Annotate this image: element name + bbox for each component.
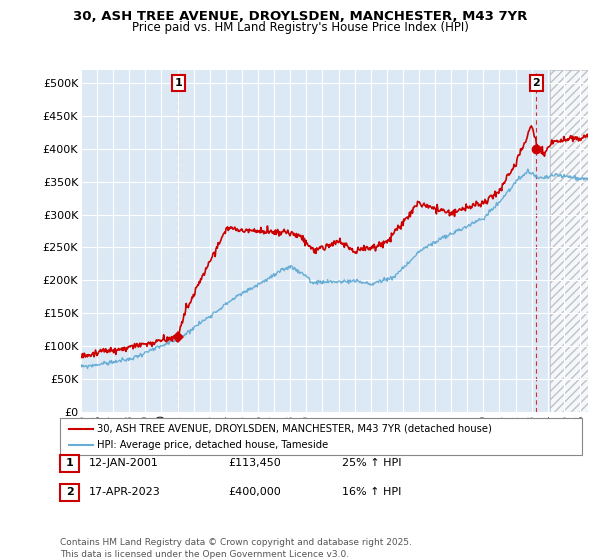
Text: 1: 1 xyxy=(66,458,73,468)
Bar xyxy=(550,70,600,412)
Text: Price paid vs. HM Land Registry's House Price Index (HPI): Price paid vs. HM Land Registry's House … xyxy=(131,21,469,34)
Text: £400,000: £400,000 xyxy=(228,487,281,497)
Text: Contains HM Land Registry data © Crown copyright and database right 2025.
This d: Contains HM Land Registry data © Crown c… xyxy=(60,538,412,559)
Text: 17-APR-2023: 17-APR-2023 xyxy=(89,487,161,497)
Text: 30, ASH TREE AVENUE, DROYLSDEN, MANCHESTER, M43 7YR: 30, ASH TREE AVENUE, DROYLSDEN, MANCHEST… xyxy=(73,10,527,23)
Text: 12-JAN-2001: 12-JAN-2001 xyxy=(89,458,158,468)
Text: 2: 2 xyxy=(532,78,540,88)
Text: £113,450: £113,450 xyxy=(228,458,281,468)
Text: 2: 2 xyxy=(66,487,73,497)
Text: 25% ↑ HPI: 25% ↑ HPI xyxy=(342,458,401,468)
Text: 16% ↑ HPI: 16% ↑ HPI xyxy=(342,487,401,497)
Text: HPI: Average price, detached house, Tameside: HPI: Average price, detached house, Tame… xyxy=(97,440,328,450)
Text: 1: 1 xyxy=(175,78,182,88)
Text: 30, ASH TREE AVENUE, DROYLSDEN, MANCHESTER, M43 7YR (detached house): 30, ASH TREE AVENUE, DROYLSDEN, MANCHEST… xyxy=(97,423,492,433)
